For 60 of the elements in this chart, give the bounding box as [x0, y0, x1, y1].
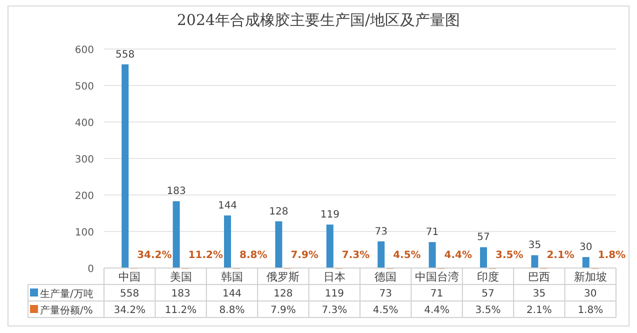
x-tick-label: 印度: [477, 270, 499, 284]
y-tick-label: 300: [74, 154, 94, 166]
y-tick-label: 400: [74, 118, 94, 129]
x-tick-label: 中国: [118, 270, 141, 284]
text: 34.2%: [137, 250, 172, 261]
y-tick-label: 100: [74, 228, 94, 238]
data-label: 30: [584, 288, 597, 300]
text: 1.8%: [598, 250, 626, 261]
x-tick-label: 中国台湾: [414, 270, 459, 284]
data-label: 1.8%: [578, 305, 604, 316]
text: 3.5%: [496, 250, 524, 261]
text: 4.5%: [393, 250, 421, 261]
x-tick-label: 德国: [374, 270, 397, 284]
data-label: 8.8%: [219, 305, 245, 316]
data-label: 558: [120, 288, 140, 300]
x-tick-label: 美国: [170, 270, 192, 284]
text: 119: [320, 210, 340, 221]
data-label: 7.3%: [322, 305, 348, 316]
data-label: 11.2%: [164, 305, 197, 316]
x-tick-label: 韩国: [221, 270, 243, 284]
text: 71: [426, 227, 439, 238]
text: 11.2%: [188, 250, 224, 261]
text: 144: [218, 200, 238, 212]
text: 30: [580, 242, 592, 254]
legend-label: 生产量/万吨: [40, 288, 94, 300]
data-label: 128: [274, 288, 293, 300]
data-label: 7.9%: [270, 305, 296, 316]
text: 558: [116, 49, 135, 60]
x-tick-label: 巴西: [528, 270, 550, 284]
data-label: 4.5%: [372, 305, 398, 316]
text: 4.4%: [444, 250, 472, 261]
text: 128: [269, 206, 288, 218]
data-label: 34.2%: [114, 305, 146, 316]
x-tick-label: 日本: [323, 270, 346, 284]
data-label: 35: [532, 288, 546, 300]
y-tick-label: 500: [74, 82, 94, 92]
legend-label: 产量份额/%: [40, 304, 93, 316]
text: 8.8%: [240, 250, 268, 261]
data-label: 183: [171, 288, 190, 300]
text: 73: [374, 226, 388, 238]
data-label: 71: [430, 288, 444, 300]
x-tick-label: 俄罗斯: [266, 270, 300, 284]
data-label: 57: [482, 288, 494, 300]
text: 2.1%: [546, 250, 574, 261]
data-label: 4.4%: [424, 305, 450, 316]
y-tick-label: 200: [74, 191, 94, 202]
y-tick-label: 0: [88, 264, 94, 275]
text: 35: [528, 240, 542, 252]
data-label: 144: [222, 288, 242, 300]
data-label: 119: [324, 288, 344, 300]
text: 7.9%: [290, 250, 318, 261]
y-tick-label: 600: [74, 45, 94, 56]
x-tick-label: 新加坡: [574, 270, 607, 284]
chart-title: 2024年合成橡胶主要生产国/地区及产量图: [176, 11, 460, 29]
data-label: 2.1%: [526, 305, 552, 316]
data-label: 73: [379, 288, 392, 300]
text: 57: [477, 232, 490, 244]
text: 7.3%: [342, 250, 370, 261]
data-label: 3.5%: [475, 305, 501, 316]
text: 183: [166, 186, 186, 198]
